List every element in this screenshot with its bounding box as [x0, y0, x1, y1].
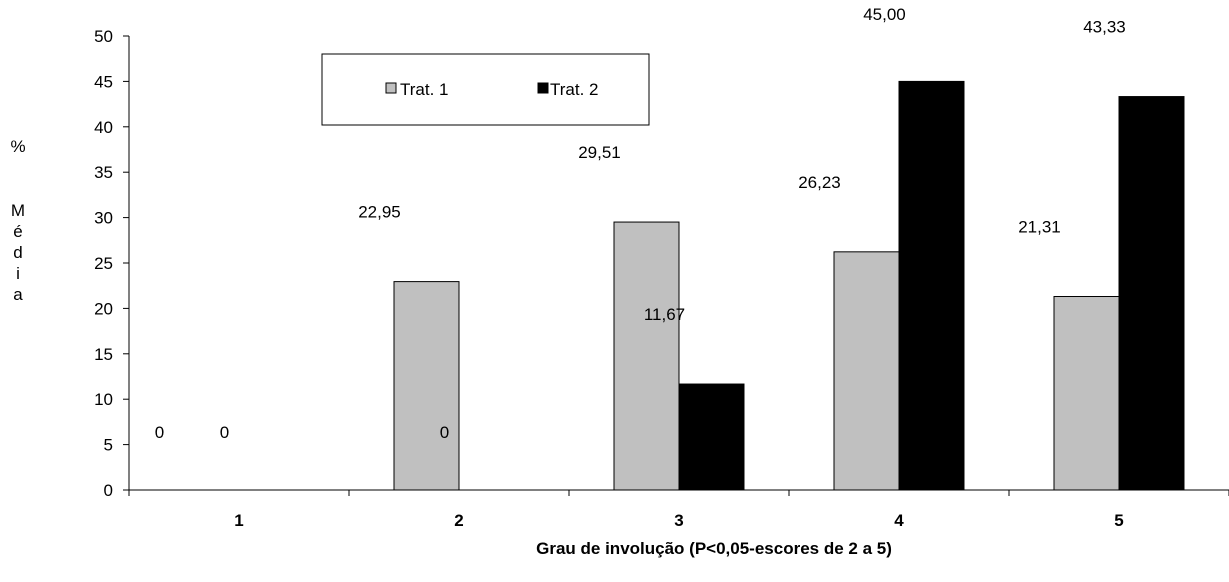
bar	[393, 281, 460, 491]
data-labels: 0 22,95 29,51 26,23 21,31 0 0 11,67 45,00 43,33	[155, 5, 1126, 442]
x-category-label: 5	[1114, 511, 1123, 530]
y-axis-title-char: d	[13, 243, 22, 262]
x-category-label: 3	[674, 511, 683, 530]
legend: Trat. 1 Trat. 2	[321, 53, 650, 126]
data-label: 22,95	[358, 203, 401, 222]
y-tick-label: 0	[104, 481, 113, 500]
y-axis-title-char: i	[16, 264, 20, 283]
y-axis-title-char: é	[13, 222, 22, 241]
y-axis-ticks: 0 5 10 15 20 25 30 35 40 45 50	[94, 27, 129, 500]
bars	[393, 80, 1185, 491]
y-axis-title-char: %	[10, 137, 25, 156]
y-tick-label: 25	[94, 254, 113, 273]
y-tick-label: 40	[94, 118, 113, 137]
legend-swatch-trat-1	[385, 82, 397, 94]
data-label: 26,23	[798, 173, 841, 192]
y-tick-label: 20	[94, 299, 113, 318]
y-tick-label: 35	[94, 163, 113, 182]
bar	[678, 383, 745, 491]
y-tick-label: 15	[94, 345, 113, 364]
bar	[1053, 296, 1120, 491]
y-tick-label: 30	[94, 209, 113, 228]
legend-label-trat-2: Trat. 2	[550, 80, 599, 99]
x-category-labels: 1 2 3 4 5	[234, 511, 1123, 530]
y-axis-title-char: a	[13, 285, 23, 304]
data-label: 0	[220, 423, 229, 442]
legend-box	[321, 53, 650, 126]
legend-label-trat-1: Trat. 1	[400, 80, 449, 99]
x-category-label: 4	[894, 511, 904, 530]
y-tick-label: 5	[104, 436, 113, 455]
bar	[1118, 96, 1185, 491]
x-category-label: 1	[234, 511, 243, 530]
data-label: 43,33	[1083, 18, 1126, 37]
x-axis-ticks	[128, 490, 1229, 496]
y-tick-label: 10	[94, 390, 113, 409]
data-label: 45,00	[863, 5, 906, 24]
data-label: 21,31	[1018, 218, 1061, 237]
data-label: 11,67	[644, 305, 685, 324]
y-tick-label: 50	[94, 27, 113, 46]
bar	[833, 251, 900, 491]
bar	[613, 221, 680, 491]
legend-swatch-trat-2	[537, 82, 549, 94]
y-axis-title-char: M	[11, 201, 25, 220]
x-category-label: 2	[454, 511, 463, 530]
bar	[898, 80, 965, 491]
y-tick-label: 45	[94, 72, 113, 91]
data-label: 0	[440, 423, 449, 442]
data-label: 0	[155, 423, 164, 442]
data-label: 29,51	[578, 143, 621, 162]
x-axis-title: Grau de involução (P<0,05-escores de 2 a…	[536, 539, 892, 558]
